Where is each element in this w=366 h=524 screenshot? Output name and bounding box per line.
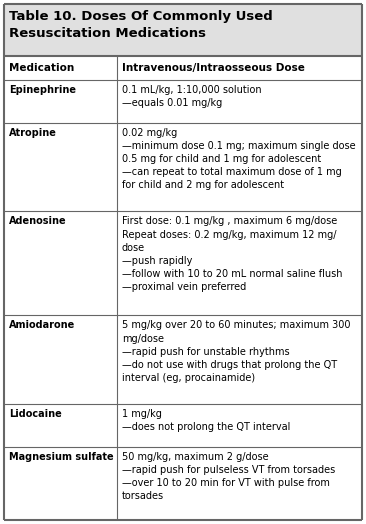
Text: First dose: 0.1 mg/kg , maximum 6 mg/dose
Repeat doses: 0.2 mg/kg, maximum 12 mg: First dose: 0.1 mg/kg , maximum 6 mg/dos… [122, 216, 342, 292]
Text: 0.02 mg/kg
—minimum dose 0.1 mg; maximum single dose
0.5 mg for child and 1 mg f: 0.02 mg/kg —minimum dose 0.1 mg; maximum… [122, 128, 355, 190]
Text: Magnesium sulfate: Magnesium sulfate [9, 452, 113, 462]
Bar [4, 211, 362, 315]
Text: Amiodarone: Amiodarone [9, 320, 75, 330]
Bar [4, 404, 362, 446]
Text: Lidocaine: Lidocaine [9, 409, 62, 419]
Text: 1 mg/kg
—does not prolong the QT interval: 1 mg/kg —does not prolong the QT interva… [122, 409, 290, 432]
Text: Medication: Medication [9, 63, 74, 73]
Text: Table 10. Doses Of Commonly Used
Resuscitation Medications: Table 10. Doses Of Commonly Used Resusci… [9, 10, 273, 40]
Bar [4, 56, 362, 80]
Text: Atropine: Atropine [9, 128, 57, 138]
Text: 50 mg/kg, maximum 2 g/dose
—rapid push for pulseless VT from torsades
—over 10 t: 50 mg/kg, maximum 2 g/dose —rapid push f… [122, 452, 335, 501]
Text: Intravenous/Intraosseous Dose: Intravenous/Intraosseous Dose [122, 63, 305, 73]
Bar [4, 4, 362, 56]
Text: Epinephrine: Epinephrine [9, 85, 76, 95]
Text: 5 mg/kg over 20 to 60 minutes; maximum 300
mg/dose
—rapid push for unstable rhyt: 5 mg/kg over 20 to 60 minutes; maximum 3… [122, 320, 350, 383]
Bar [4, 446, 362, 520]
Bar [4, 80, 362, 123]
Bar [4, 123, 362, 211]
Bar [4, 315, 362, 404]
Text: 0.1 mL/kg, 1:10,000 solution
—equals 0.01 mg/kg: 0.1 mL/kg, 1:10,000 solution —equals 0.0… [122, 85, 261, 108]
Text: Adenosine: Adenosine [9, 216, 67, 226]
